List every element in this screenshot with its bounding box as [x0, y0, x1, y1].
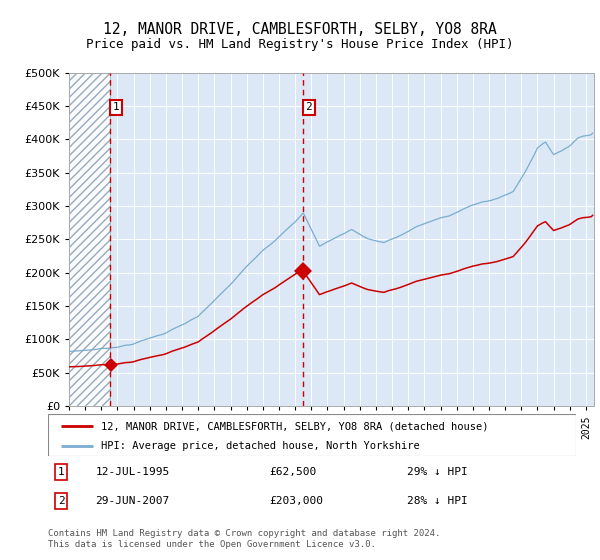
Text: 1: 1	[112, 102, 119, 113]
Text: 29% ↓ HPI: 29% ↓ HPI	[407, 467, 468, 477]
Text: 2: 2	[305, 102, 312, 113]
Text: 28% ↓ HPI: 28% ↓ HPI	[407, 496, 468, 506]
Bar	[69, 73, 110, 406]
Text: 12, MANOR DRIVE, CAMBLESFORTH, SELBY, YO8 8RA: 12, MANOR DRIVE, CAMBLESFORTH, SELBY, YO…	[103, 22, 497, 38]
Text: 1: 1	[58, 467, 65, 477]
FancyBboxPatch shape	[48, 414, 576, 456]
Text: £62,500: £62,500	[270, 467, 317, 477]
Text: Contains HM Land Registry data © Crown copyright and database right 2024.
This d: Contains HM Land Registry data © Crown c…	[48, 529, 440, 549]
Text: 2: 2	[58, 496, 65, 506]
Text: £203,000: £203,000	[270, 496, 324, 506]
Text: 12-JUL-1995: 12-JUL-1995	[95, 467, 170, 477]
Text: HPI: Average price, detached house, North Yorkshire: HPI: Average price, detached house, Nort…	[101, 441, 419, 451]
Text: 12, MANOR DRIVE, CAMBLESFORTH, SELBY, YO8 8RA (detached house): 12, MANOR DRIVE, CAMBLESFORTH, SELBY, YO…	[101, 421, 488, 431]
Text: Price paid vs. HM Land Registry's House Price Index (HPI): Price paid vs. HM Land Registry's House …	[86, 38, 514, 50]
Text: 29-JUN-2007: 29-JUN-2007	[95, 496, 170, 506]
